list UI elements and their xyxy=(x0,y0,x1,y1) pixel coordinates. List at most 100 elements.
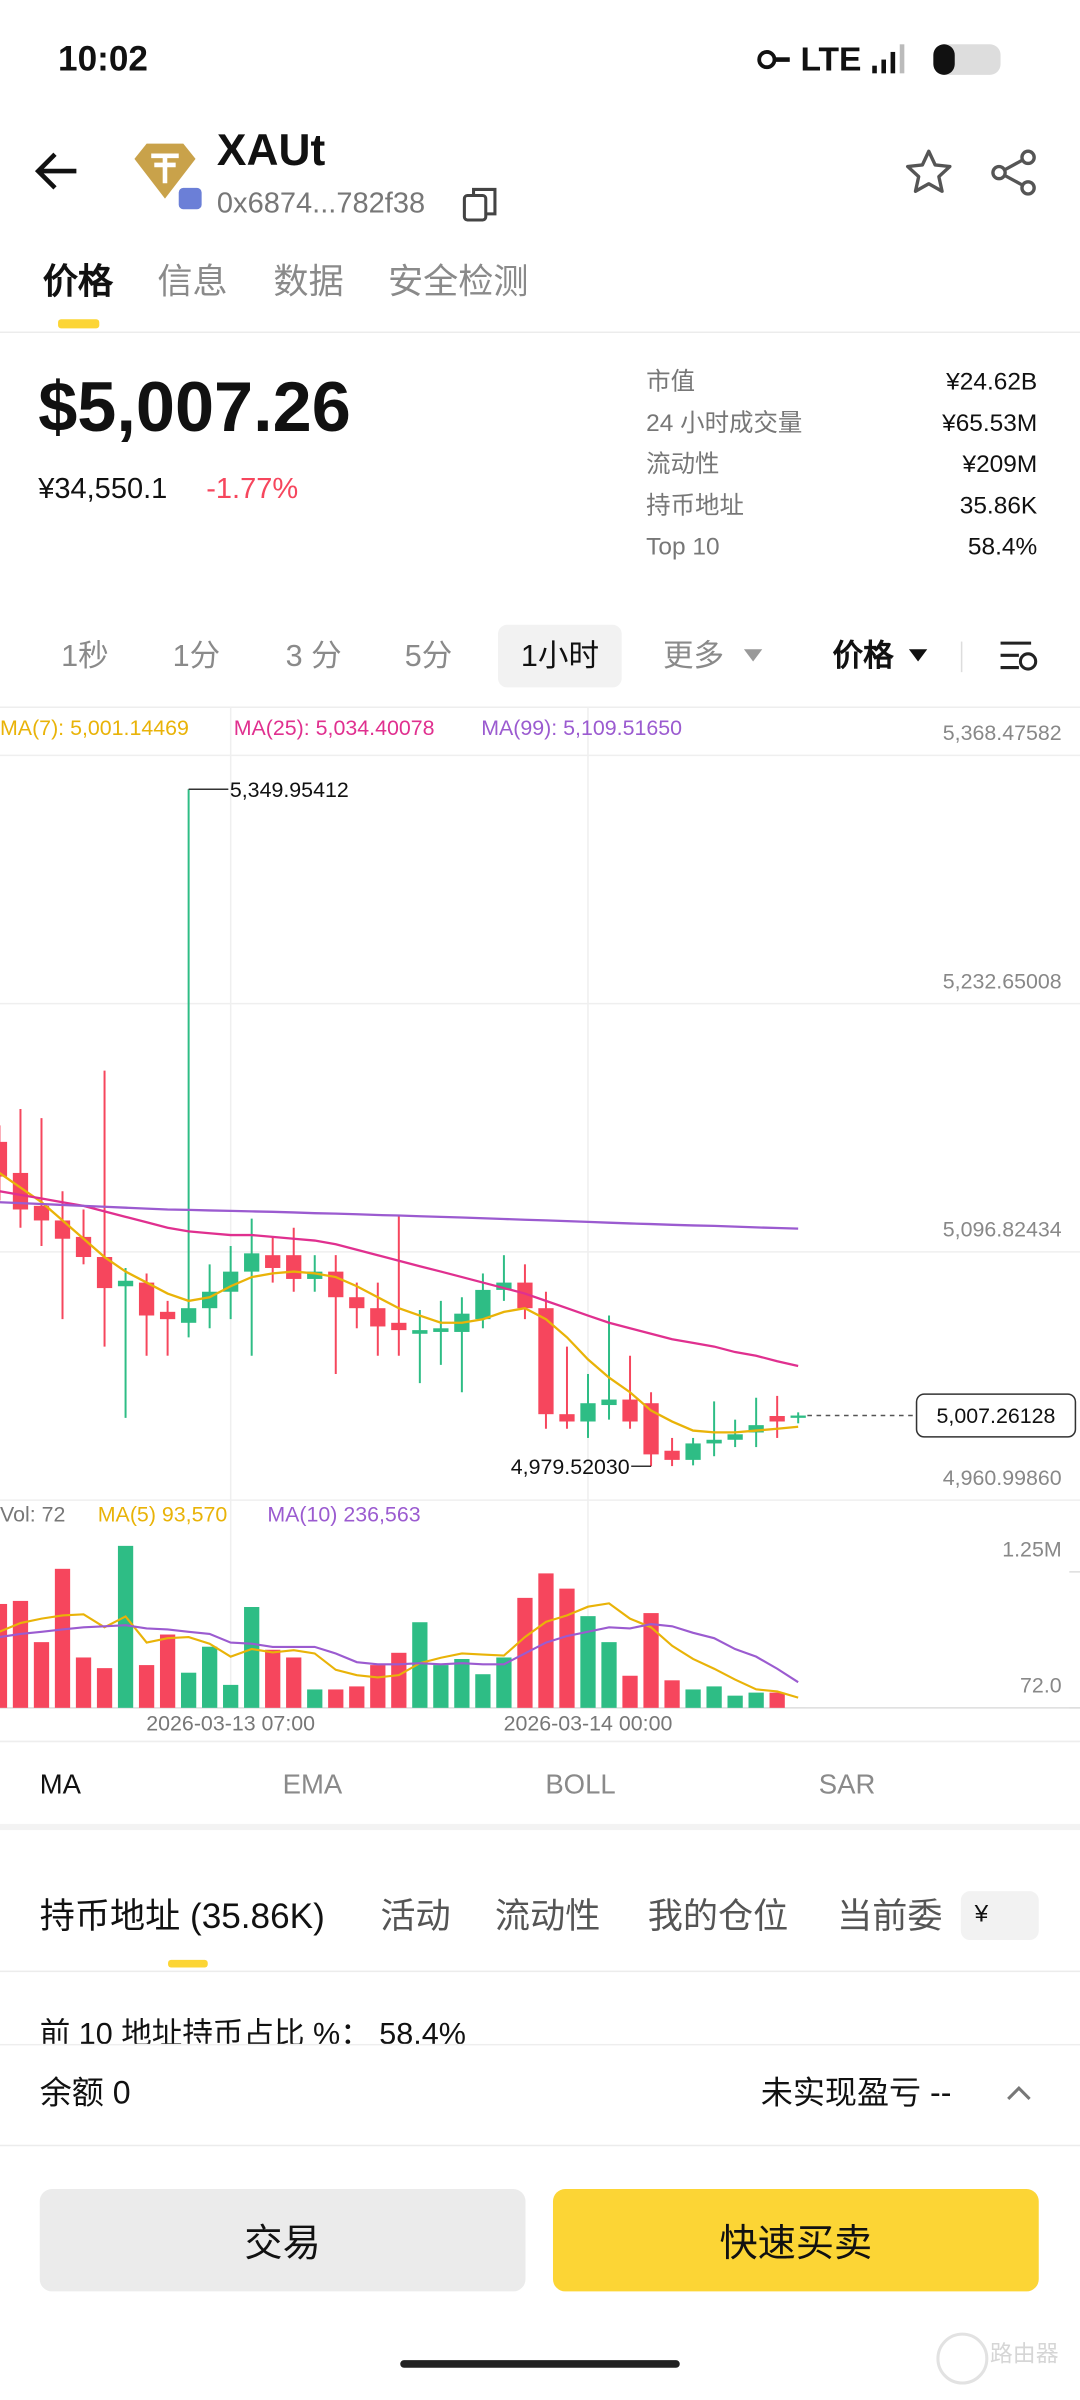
holder-tab[interactable]: 流动性 xyxy=(494,1895,601,1936)
settings-icon xyxy=(1000,641,1032,670)
tab-indicator xyxy=(168,1959,208,1968)
candle-body xyxy=(601,1399,617,1406)
holder-tab[interactable]: 持币地址 (35.86K) xyxy=(39,1895,325,1936)
divider xyxy=(0,2144,1080,2147)
network-label: LTE xyxy=(800,39,862,78)
trade-button[interactable]: 交易 xyxy=(39,2189,526,2292)
interval[interactable]: 更多 xyxy=(662,640,725,674)
chevron xyxy=(1007,2086,1031,2100)
settings-icon xyxy=(1018,652,1038,671)
candle-body xyxy=(391,1322,407,1331)
holder-tab[interactable]: 当前委 xyxy=(837,1895,943,1936)
stat-label: 持币地址 xyxy=(646,493,744,520)
triangle xyxy=(743,649,763,662)
stat-value: ¥209M xyxy=(962,452,1038,479)
interval[interactable]: 1秒 xyxy=(61,640,109,674)
last-price-box xyxy=(915,1393,1077,1438)
dropdown-icon xyxy=(743,649,763,662)
share-icon xyxy=(1004,158,1023,187)
y-tick-label: 4,960.99860 xyxy=(943,1466,1062,1490)
candle-body xyxy=(727,1434,743,1440)
candle-body xyxy=(643,1403,659,1455)
indicator-tab[interactable]: MA xyxy=(39,1768,81,1800)
volume-bar xyxy=(75,1657,92,1708)
currency-label: ¥ xyxy=(974,1901,989,1928)
chain-badge xyxy=(175,184,205,213)
divider xyxy=(0,1823,1080,1831)
indicator-tab[interactable]: SAR xyxy=(818,1768,876,1800)
candle-body xyxy=(370,1308,386,1327)
home-indicator xyxy=(400,2360,680,2368)
back-button[interactable] xyxy=(34,150,83,193)
y-tick-label: 5,368.47582 xyxy=(943,721,1062,745)
currency-chip[interactable] xyxy=(960,1891,1039,1941)
interval-selected-bg xyxy=(497,624,622,688)
volume-bar xyxy=(706,1686,722,1708)
expand-button[interactable] xyxy=(1005,2084,1032,2102)
token-logo xyxy=(134,143,205,213)
volume-bar xyxy=(33,1642,50,1708)
candle-body xyxy=(244,1253,260,1272)
tab[interactable]: 信息 xyxy=(157,261,228,301)
interval[interactable]: 1小时 xyxy=(520,640,600,674)
signal-bar xyxy=(872,65,877,74)
chart-settings-button[interactable] xyxy=(998,639,1041,676)
last-price-label: 5,007.26128 xyxy=(937,1404,1056,1428)
key-icon xyxy=(757,50,777,70)
signal-bar xyxy=(899,44,905,74)
x-tick-label: 2026-03-13 07:00 xyxy=(146,1712,315,1736)
candle-body xyxy=(223,1271,239,1292)
interval[interactable]: 5分 xyxy=(404,640,453,674)
volume-bar xyxy=(559,1588,575,1708)
volume-bar xyxy=(349,1686,365,1708)
volume-bar xyxy=(475,1674,491,1708)
annotation: 5,349.95412 xyxy=(230,778,349,802)
volume-bar xyxy=(159,1634,176,1708)
volume-bar xyxy=(138,1665,155,1708)
signal-bar xyxy=(890,51,896,74)
interval[interactable]: 1分 xyxy=(172,640,221,674)
back-arrow xyxy=(34,152,77,190)
balance-label: 余额 0 xyxy=(39,2075,131,2112)
candle-body xyxy=(286,1255,302,1279)
candle-body xyxy=(685,1443,701,1460)
token-address: 0x6874...782f38 xyxy=(216,187,426,220)
status-time: 10:02 xyxy=(58,38,148,78)
quick-trade-button[interactable]: 快速买卖 xyxy=(552,2189,1039,2292)
share-icon xyxy=(991,164,1007,181)
share-button[interactable] xyxy=(990,148,1039,197)
volume-bar xyxy=(748,1692,764,1708)
volume-bar xyxy=(370,1665,386,1708)
candle-body xyxy=(138,1282,155,1316)
ma-line xyxy=(0,1201,799,1230)
indicator-tab[interactable]: BOLL xyxy=(545,1768,616,1800)
volume-ma-line xyxy=(0,1623,799,1684)
interval[interactable]: 3 分 xyxy=(285,640,342,674)
price-selector[interactable]: 价格 xyxy=(832,640,894,674)
indicator-tab[interactable]: EMA xyxy=(282,1768,343,1800)
candle-body xyxy=(117,1280,134,1287)
tab[interactable]: 数据 xyxy=(273,261,344,301)
holder-tab[interactable]: 活动 xyxy=(380,1895,451,1936)
dropdown-icon xyxy=(908,649,928,662)
tab[interactable]: 安全检测 xyxy=(388,261,529,301)
candle-body xyxy=(622,1399,638,1422)
volume-bar xyxy=(538,1573,554,1708)
volume-bar xyxy=(769,1692,785,1708)
signal-bar xyxy=(881,59,886,74)
watermark-logo xyxy=(936,2332,989,2385)
favorite-button[interactable] xyxy=(904,148,953,197)
volume-bar xyxy=(412,1622,428,1708)
volume-bar xyxy=(664,1680,680,1708)
candle-body xyxy=(580,1403,596,1422)
divider xyxy=(0,1970,1080,1973)
copy-button[interactable] xyxy=(461,185,501,225)
legend-entry: MA(5) 93,570 xyxy=(98,1502,228,1526)
annotation: 4,979.52030 xyxy=(511,1455,630,1479)
tab[interactable]: 价格 xyxy=(42,261,114,301)
stat-label: 市值 xyxy=(646,369,696,396)
holder-tab[interactable]: 我的仓位 xyxy=(647,1895,789,1936)
